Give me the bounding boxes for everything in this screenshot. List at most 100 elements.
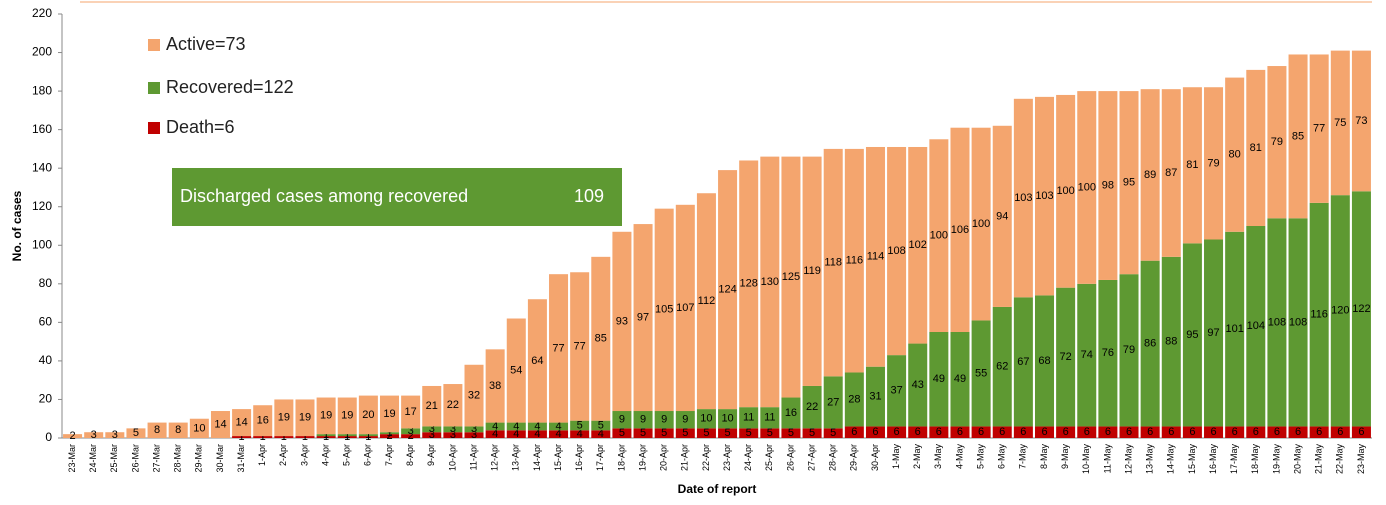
data-label: 107 — [676, 302, 694, 314]
x-tick-label: 24-Apr — [743, 444, 753, 471]
bar-segment — [950, 426, 970, 438]
data-label: 62 — [996, 361, 1008, 373]
bar-segment — [1056, 287, 1076, 427]
bar-segment — [358, 395, 378, 435]
bar-segment — [379, 432, 400, 435]
bar-segment — [760, 156, 780, 408]
x-tick-label: 27-Apr — [806, 444, 816, 471]
data-label: 38 — [489, 380, 501, 392]
x-tick-label: 9-May — [1060, 444, 1070, 470]
legend-swatch — [148, 122, 160, 134]
data-label: 6 — [1020, 426, 1026, 438]
x-tick-label: 9-Apr — [426, 444, 436, 466]
data-label: 2 — [408, 430, 414, 442]
bar-segment — [126, 428, 146, 438]
data-label: 1 — [260, 431, 266, 443]
data-label: 4 — [598, 428, 604, 440]
data-label: 76 — [1102, 347, 1114, 359]
data-label: 88 — [1165, 336, 1177, 348]
data-label: 6 — [1337, 426, 1343, 438]
bar-segment — [1098, 91, 1118, 280]
data-label: 22 — [447, 399, 459, 411]
data-label: 77 — [1313, 123, 1325, 135]
data-label: 9 — [661, 414, 667, 426]
bar-segment — [781, 156, 801, 398]
data-label: 6 — [1041, 426, 1047, 438]
bar-segment — [147, 422, 167, 438]
data-label: 1 — [323, 431, 329, 443]
data-label: 6 — [1274, 426, 1280, 438]
x-tick-label: 11-Apr — [468, 444, 478, 470]
x-tick-label: 23-Apr — [722, 444, 732, 471]
bar-segment — [253, 436, 273, 438]
bar-segment — [992, 125, 1012, 307]
legend-swatch — [148, 39, 160, 51]
bar-segment — [274, 399, 294, 437]
data-label: 112 — [698, 295, 716, 307]
data-label: 97 — [637, 311, 649, 323]
bar-segment — [1077, 426, 1097, 438]
bar-segment — [485, 430, 505, 438]
data-label: 81 — [1250, 142, 1262, 154]
bar-segment — [1182, 426, 1202, 438]
bar-segment — [422, 385, 442, 427]
data-label: 2 — [70, 430, 76, 442]
data-label: 6 — [1063, 426, 1069, 438]
bar-segment — [443, 426, 463, 433]
data-label: 5 — [133, 427, 139, 439]
x-tick-label: 7-Apr — [384, 444, 394, 466]
data-label: 6 — [894, 426, 900, 438]
data-label: 128 — [740, 278, 758, 290]
data-label: 32 — [468, 390, 480, 402]
bar-segment — [337, 397, 357, 435]
data-label: 6 — [1168, 426, 1174, 438]
data-label: 1 — [365, 431, 371, 443]
bar-segment — [612, 231, 632, 412]
data-label: 124 — [718, 284, 736, 296]
x-tick-label: 11-May — [1102, 444, 1112, 474]
bar-segment — [971, 426, 991, 438]
data-label: 3 — [450, 429, 456, 441]
bar-segment — [295, 436, 315, 438]
bar-segment — [63, 434, 83, 438]
data-label: 1 — [344, 429, 350, 441]
bar-segment — [295, 399, 315, 437]
y-tick-label: 160 — [32, 122, 52, 136]
data-label: 94 — [996, 210, 1008, 222]
data-label: 103 — [1035, 190, 1053, 202]
x-tick-label: 19-May — [1271, 444, 1281, 475]
bar-segment — [485, 422, 505, 431]
bar-segment — [189, 418, 209, 438]
x-tick-label: 2-May — [912, 444, 922, 470]
data-label: 3 — [408, 425, 414, 437]
data-label: 5 — [661, 427, 667, 439]
data-label: 4 — [534, 420, 540, 432]
x-tick-label: 27-Mar — [151, 444, 161, 473]
data-label: 6 — [851, 426, 857, 438]
bar-segment — [992, 306, 1012, 427]
y-axis-label: No. of cases — [10, 190, 24, 261]
bar-segment — [739, 407, 759, 429]
x-tick-label: 29-Mar — [194, 444, 204, 473]
bar-segment — [1267, 66, 1287, 219]
data-label: 55 — [975, 367, 987, 379]
bar-segment — [908, 146, 928, 344]
data-label: 95 — [1123, 177, 1135, 189]
data-label: 67 — [1017, 356, 1029, 368]
legend-label: Recovered=122 — [166, 77, 294, 97]
x-tick-label: 1-Apr — [257, 444, 267, 466]
bar-segment — [696, 193, 716, 410]
x-tick-label: 26-Apr — [785, 444, 795, 471]
bar-segment — [1034, 295, 1055, 427]
data-label: 17 — [405, 406, 417, 418]
data-label: 4 — [492, 420, 498, 432]
data-label: 6 — [957, 426, 963, 438]
data-label: 130 — [761, 276, 779, 288]
bar-segment — [971, 320, 991, 427]
y-tick-label: 140 — [32, 160, 52, 174]
bar-segment — [506, 422, 526, 431]
data-label: 16 — [785, 407, 797, 419]
data-label: 5 — [746, 427, 752, 439]
bar-segment — [591, 420, 611, 431]
bar-segment — [1077, 91, 1097, 284]
